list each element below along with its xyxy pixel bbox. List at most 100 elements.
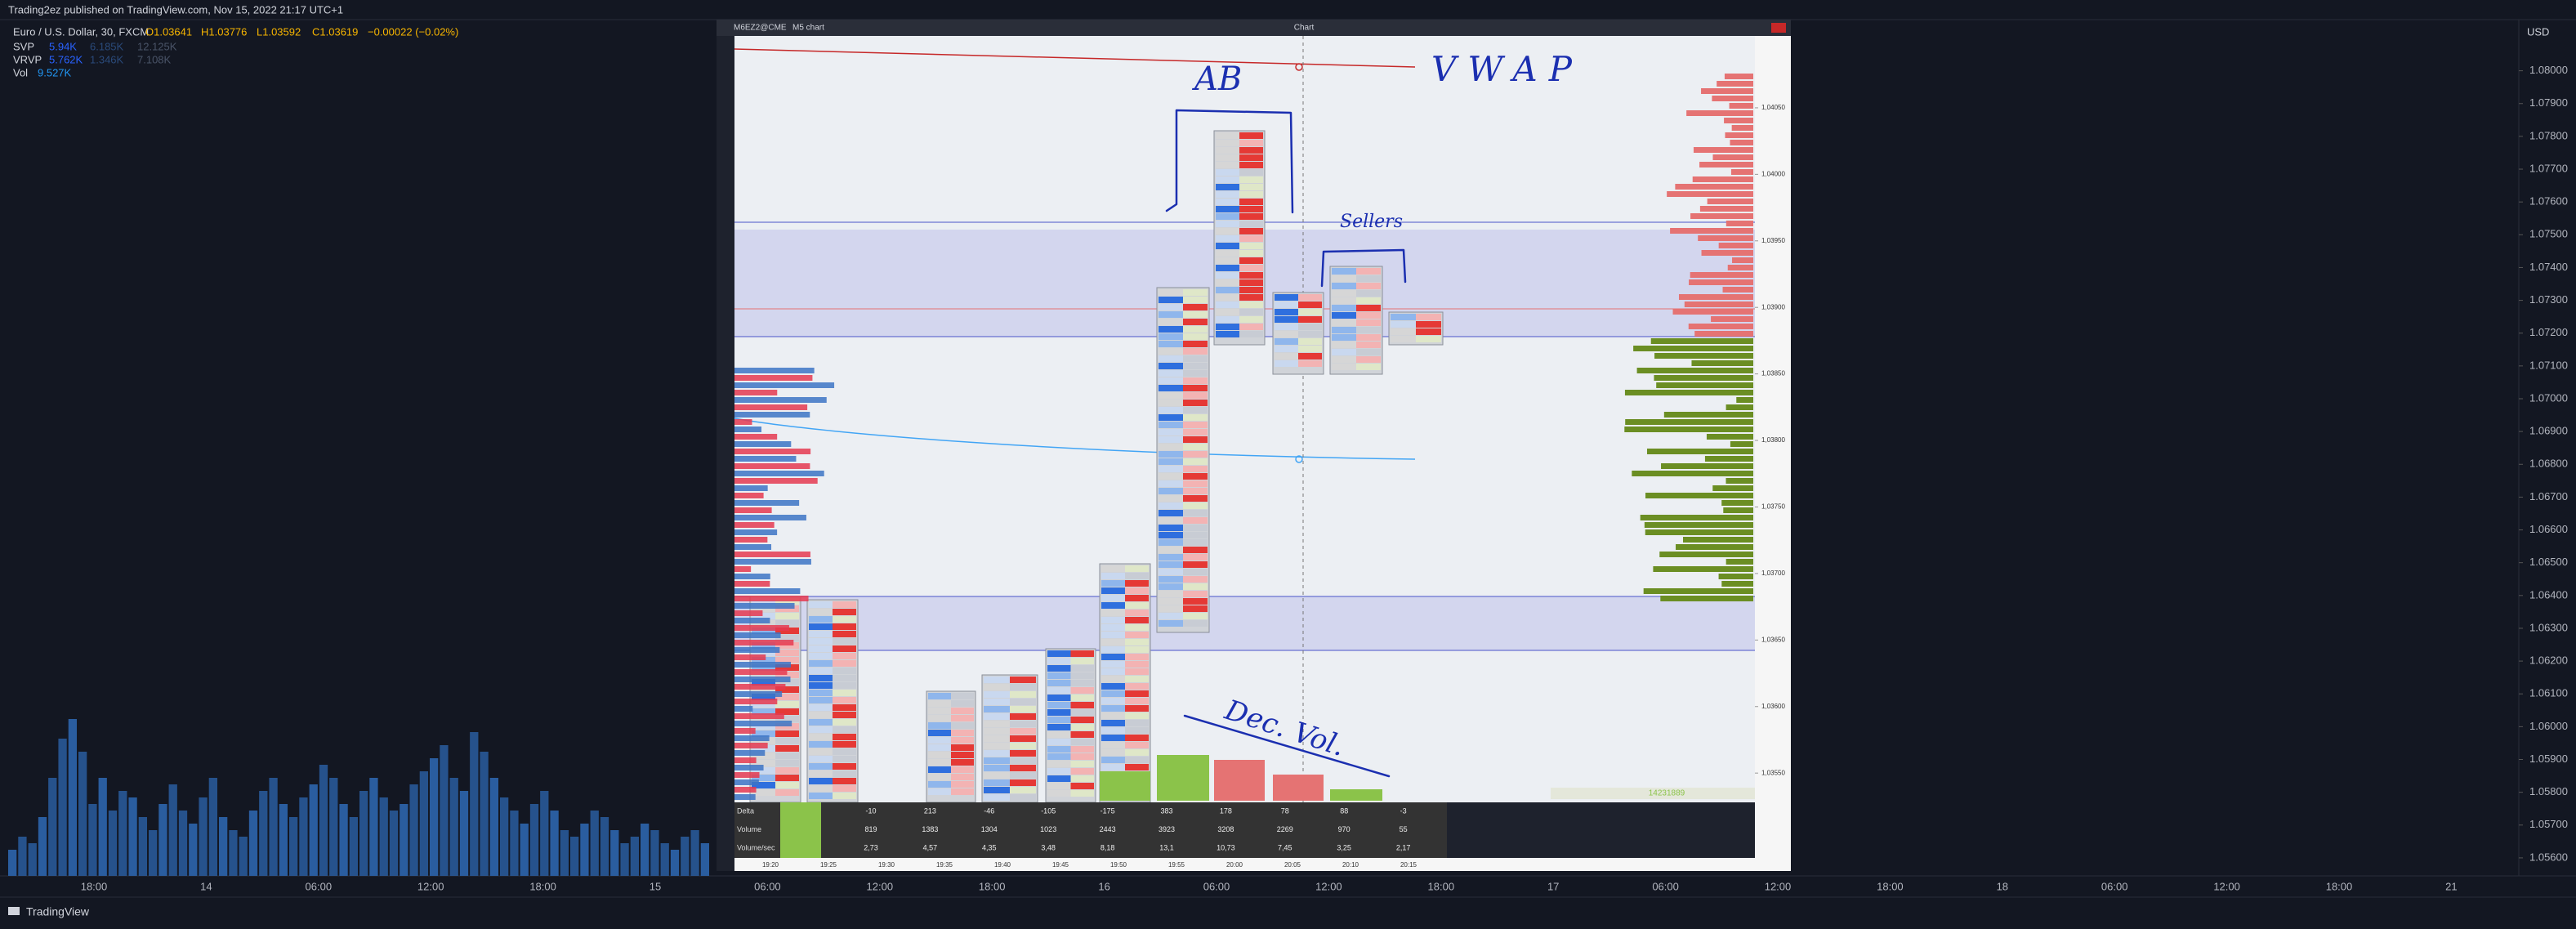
footprint-cell <box>833 741 856 748</box>
footprint-cell <box>833 631 856 637</box>
footprint-cell <box>752 782 775 788</box>
cell: 3,25 <box>1337 843 1351 851</box>
footprint-cell <box>775 745 799 752</box>
footprint-cell <box>1010 750 1036 757</box>
footprint-cell <box>833 623 856 630</box>
footprint-cell <box>1416 321 1441 328</box>
footprint-cell <box>809 660 833 667</box>
footprint-cell <box>1275 301 1298 308</box>
y-tick-label: 1.06100 <box>2529 687 2568 699</box>
footprint-cell <box>951 752 974 758</box>
profile-bar <box>1721 581 1753 587</box>
profile-bar <box>1730 441 1753 447</box>
profile-bar <box>734 713 784 719</box>
arrow-line <box>1183 714 1391 778</box>
footprint-cell <box>951 715 974 721</box>
footprint-cell <box>1183 289 1208 296</box>
footprint-cell <box>1159 444 1183 450</box>
footprint-cell <box>1101 727 1125 734</box>
close-button[interactable] <box>1771 23 1786 33</box>
footprint-cell <box>1332 356 1356 363</box>
y-tick-label: 1.07300 <box>2529 293 2568 306</box>
profile-bar <box>734 529 778 535</box>
footprint-cell <box>1125 661 1149 668</box>
footprint-cell <box>1101 602 1125 609</box>
profile-bar <box>1730 140 1753 145</box>
profile-bar <box>734 684 786 690</box>
volume-bar <box>269 778 278 876</box>
footprint-cell <box>1356 305 1381 311</box>
profile-bar <box>1711 316 1753 322</box>
profile-bar <box>734 552 810 557</box>
footprint-cell <box>1010 772 1036 779</box>
footprint-cell <box>1239 154 1263 161</box>
profile-bar <box>734 706 753 712</box>
column-volume <box>1330 789 1382 801</box>
profile-bar <box>734 618 770 623</box>
footprint-cell <box>1183 591 1208 597</box>
footprint-cell <box>1216 191 1239 198</box>
footprint-cell <box>1183 348 1208 355</box>
footprint-cell <box>1159 333 1183 340</box>
volume-bar <box>248 811 258 876</box>
footprint-cell <box>1159 466 1183 472</box>
footprint-cell <box>951 788 974 795</box>
profile-bar <box>1721 500 1753 506</box>
row-label: Volume/sec <box>737 843 775 851</box>
footprint-cell <box>1183 532 1208 538</box>
brand: TradingView <box>26 905 90 918</box>
footprint-cell <box>928 737 951 744</box>
volume-total: 14231889 <box>1649 789 1685 798</box>
x-tick-label: 20:15 <box>1400 861 1417 869</box>
indicator-value: 9.527K <box>38 66 72 78</box>
footprint-cell <box>1070 739 1094 745</box>
volume-bar <box>520 824 529 876</box>
footprint-cell <box>1159 451 1183 458</box>
footprint-cell <box>1125 654 1149 660</box>
footprint-cell <box>1183 569 1208 575</box>
footprint-cell <box>1159 319 1183 325</box>
profile-bar <box>1706 434 1753 440</box>
footprint-cell <box>1101 757 1125 763</box>
footprint-cell <box>1159 613 1183 619</box>
volume-bar <box>529 804 539 876</box>
footprint-cell <box>1159 620 1183 627</box>
footprint-cell <box>1183 561 1208 568</box>
cell: 13,1 <box>1159 843 1174 851</box>
profile-bar <box>734 647 780 653</box>
footprint-cell <box>1332 327 1356 333</box>
footprint-cell <box>1070 702 1094 708</box>
footprint-cell <box>775 657 799 663</box>
volume-bar <box>48 778 57 876</box>
footprint-cell <box>1239 140 1263 146</box>
cell: -175 <box>1100 806 1115 815</box>
profile-bar <box>1624 427 1753 432</box>
footprint-cell <box>928 715 951 721</box>
footprint-cell <box>1159 598 1183 605</box>
profile-bar <box>734 390 778 395</box>
cell: 1383 <box>922 825 938 833</box>
volume-bar <box>58 739 67 876</box>
cell: 78 <box>1281 806 1289 815</box>
profile-bar <box>734 441 792 447</box>
profile-bar <box>734 765 764 770</box>
y-tick-label: 1,03900 <box>1761 303 1785 310</box>
footprint-cell <box>833 616 856 623</box>
profile-bar <box>1730 169 1753 175</box>
footprint-cell <box>833 726 856 733</box>
footprint-cell <box>833 763 856 770</box>
volume-bar <box>389 811 399 876</box>
footprint-cell <box>1298 324 1322 330</box>
footprint-cell <box>1159 400 1183 406</box>
x-tick-label: 06:00 <box>1652 880 1679 892</box>
footprint-cell <box>951 700 974 707</box>
profile-bar <box>734 603 795 609</box>
footprint-cell <box>1010 691 1036 698</box>
volume-bar <box>409 784 418 876</box>
footprint-cell <box>1183 444 1208 450</box>
footprint-cell <box>833 734 856 740</box>
profile-bar <box>1736 397 1753 403</box>
volume-bar <box>449 778 458 876</box>
footprint-cell <box>928 693 951 699</box>
y-tick-label: 1.07000 <box>2529 391 2568 404</box>
